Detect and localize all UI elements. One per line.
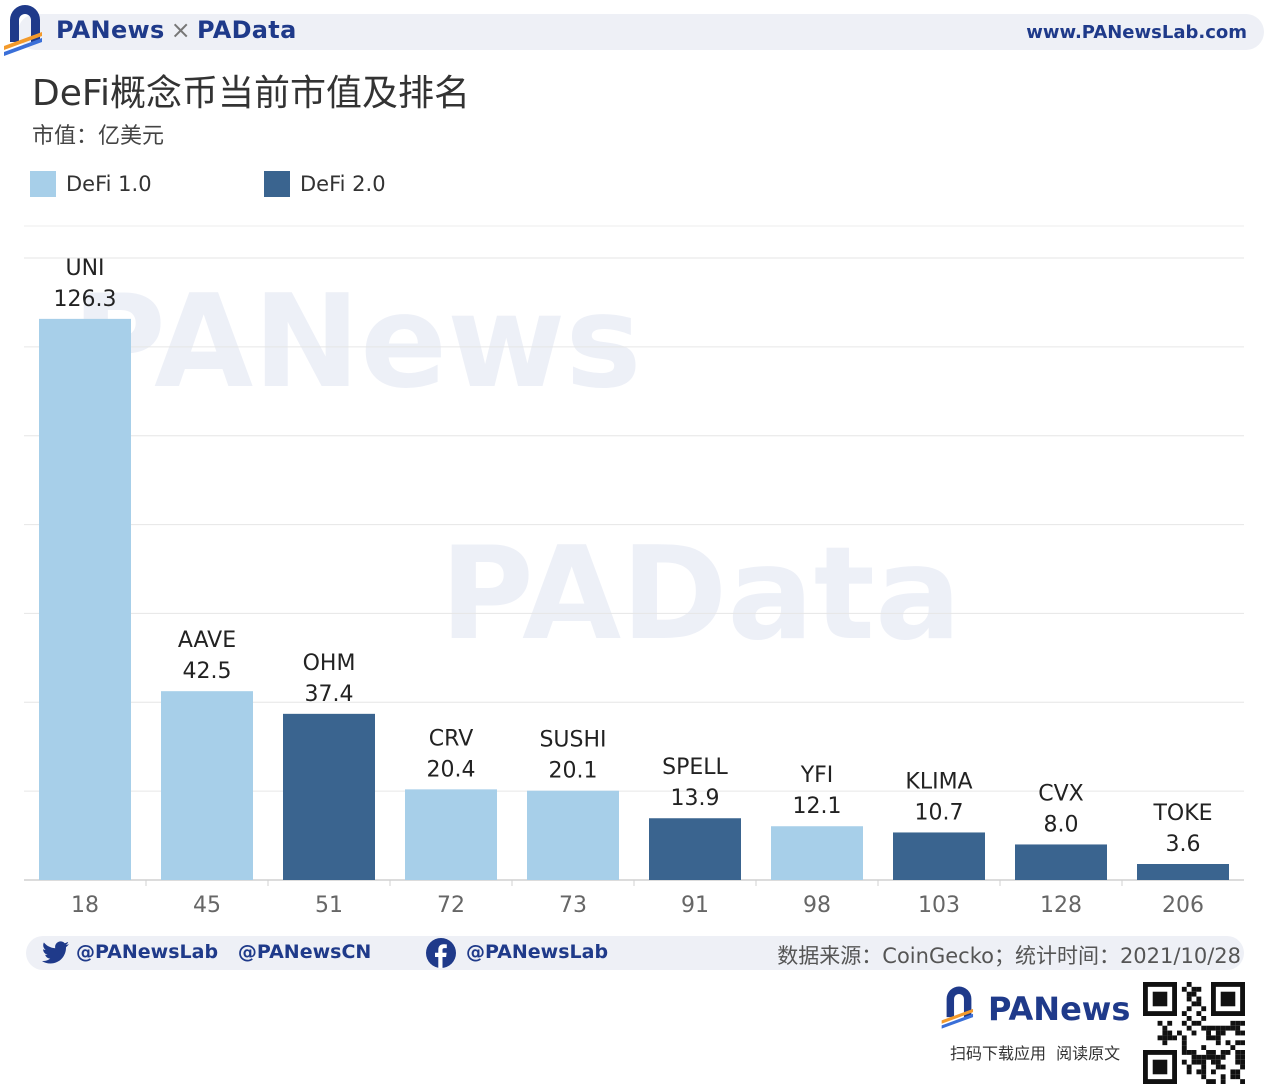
- facebook-handle[interactable]: @PANewsLab: [466, 941, 609, 963]
- legend-swatch-defi1: [30, 171, 56, 197]
- x-tick-label: 72: [437, 893, 465, 918]
- bar-value-label: 3.6: [1166, 832, 1201, 857]
- bar-name-label: YFI: [800, 763, 834, 788]
- x-tick-label: 18: [71, 893, 99, 918]
- x-tick-label: 73: [559, 893, 587, 918]
- x-tick-label: 91: [681, 893, 709, 918]
- legend-label-defi1: DeFi 1.0: [66, 172, 152, 196]
- brand-panews: PANews: [56, 16, 165, 44]
- bar-name-label: TOKE: [1152, 801, 1212, 826]
- brand-padata: PAData: [197, 16, 297, 44]
- bar-cvx: [1015, 844, 1107, 880]
- header-brand: PANews × PAData: [56, 16, 297, 44]
- data-labels: UNI 126.3 18 AAVE 42.5 45 OHM 37.4 51 CRV 20.4 72 SU…: [54, 256, 1213, 918]
- bar-spell: [649, 818, 741, 880]
- bar-crv: [405, 789, 497, 880]
- bar-name-label: UNI: [65, 256, 104, 281]
- qr-code-icon[interactable]: [1143, 982, 1245, 1084]
- bar-value-label: 126.3: [54, 287, 117, 312]
- x-tick-label: 128: [1040, 893, 1082, 918]
- bar-klima: [893, 832, 985, 880]
- x-tick-label: 98: [803, 893, 831, 918]
- legend-label-defi2: DeFi 2.0: [300, 172, 386, 196]
- x-tick-label: 103: [918, 893, 960, 918]
- bar-aave: [161, 691, 253, 880]
- data-source: 数据来源：CoinGecko；统计时间：2021/10/28: [777, 944, 1241, 968]
- bar-value-label: 42.5: [183, 659, 232, 684]
- twitter-handles[interactable]: @PANewsLab @PANewsCN: [76, 941, 372, 963]
- bar-name-label: CRV: [429, 726, 474, 751]
- bar-toke: [1137, 864, 1229, 880]
- bar-name-label: SUSHI: [539, 728, 606, 753]
- bar-yfi: [771, 826, 863, 880]
- footer-brand: PANews: [988, 990, 1131, 1028]
- bar-uni: [39, 318, 131, 880]
- bar-ohm: [283, 713, 375, 880]
- bar-chart: UNI 126.3 18 AAVE 42.5 45 OHM 37.4 51 CRV 20.4 72 SU…: [24, 225, 1244, 918]
- unit-label: 市值：亿美元: [32, 124, 165, 149]
- bars: [39, 318, 1229, 880]
- footer-bar: [26, 936, 1244, 970]
- download-caption: 扫码下载应用 阅读原文: [950, 1044, 1121, 1063]
- bar-value-label: 20.4: [427, 757, 476, 782]
- bar-value-label: 12.1: [793, 794, 842, 819]
- bar-name-label: AAVE: [178, 628, 236, 653]
- bar-value-label: 10.7: [915, 800, 964, 825]
- bar-name-label: CVX: [1038, 781, 1083, 806]
- site-url-link[interactable]: www.PANewsLab.com: [1026, 22, 1247, 43]
- bar-name-label: KLIMA: [905, 769, 972, 794]
- x-tick-label: 206: [1162, 893, 1204, 918]
- chart-title: DeFi概念币当前市值及排名: [32, 73, 470, 114]
- twitter-icon[interactable]: [42, 941, 70, 965]
- bar-value-label: 20.1: [549, 759, 598, 784]
- bar-sushi: [527, 790, 619, 880]
- x-tick-label: 45: [193, 893, 221, 918]
- footer-logo-icon: [941, 986, 974, 1029]
- header-bar: [18, 14, 1264, 50]
- bar-value-label: 37.4: [305, 682, 354, 707]
- bar-name-label: SPELL: [662, 755, 728, 780]
- bar-name-label: OHM: [303, 651, 356, 676]
- bar-value-label: 13.9: [671, 786, 720, 811]
- facebook-icon[interactable]: [426, 938, 456, 968]
- brand-separator: ×: [170, 16, 192, 44]
- x-tick-label: 51: [315, 893, 343, 918]
- bar-value-label: 8.0: [1044, 812, 1079, 837]
- legend-swatch-defi2: [264, 171, 290, 197]
- panews-logo-icon: [4, 5, 42, 56]
